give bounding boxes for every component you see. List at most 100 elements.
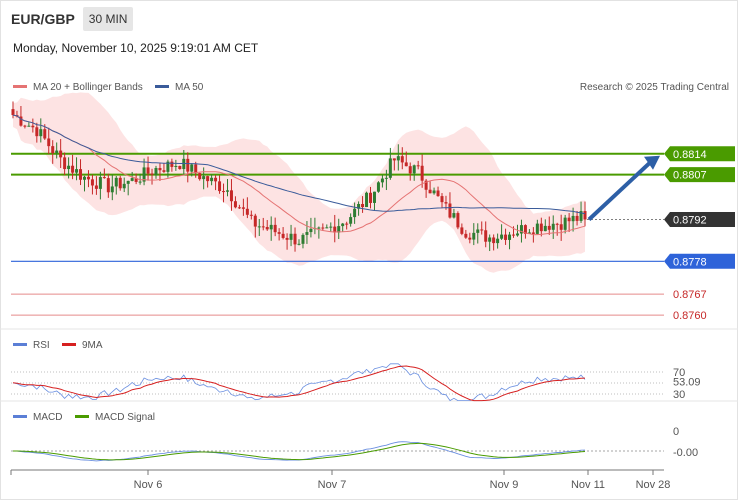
candle-body xyxy=(484,230,488,242)
candle-body xyxy=(448,203,452,218)
candle-body xyxy=(86,176,90,180)
candle-body xyxy=(206,176,210,182)
candle-body xyxy=(277,232,281,234)
candle-body xyxy=(31,125,35,128)
candle-body xyxy=(190,164,194,172)
x-tick-label: Nov 7 xyxy=(318,479,347,491)
candle-body xyxy=(229,190,233,202)
candle-body xyxy=(460,227,464,234)
candle-body xyxy=(289,233,293,240)
macd-legend-label: MACD xyxy=(33,412,62,423)
candle-body xyxy=(19,116,23,126)
candle-body xyxy=(233,201,237,208)
candle-body xyxy=(519,225,523,234)
x-tick-label: Nov 6 xyxy=(134,479,163,491)
candle-body xyxy=(515,233,519,236)
candle-body xyxy=(571,215,575,222)
candle-body xyxy=(146,167,150,174)
candle-body xyxy=(527,232,531,234)
candle-body xyxy=(166,161,170,172)
candle-body xyxy=(539,223,543,232)
candle-body xyxy=(293,233,297,245)
macd-axis-label: 0 xyxy=(673,426,679,438)
candle-body xyxy=(464,233,468,238)
candle-body xyxy=(456,213,460,228)
candle-body xyxy=(222,191,226,193)
candle-body xyxy=(508,234,512,240)
candle-body xyxy=(67,165,71,170)
candle-body xyxy=(249,214,253,216)
candle-body xyxy=(59,150,63,158)
candle-body xyxy=(551,223,555,230)
candle-body xyxy=(476,229,480,233)
candle-body xyxy=(369,192,373,203)
candle-body xyxy=(265,227,269,230)
candle-body xyxy=(170,161,174,167)
candle-body xyxy=(559,224,563,230)
timeframe-button[interactable]: 30 MIN xyxy=(82,7,134,31)
candle-body xyxy=(194,164,198,174)
candle-body xyxy=(400,156,404,163)
candle-body xyxy=(110,186,114,193)
candle-body xyxy=(90,179,94,186)
candle-body xyxy=(345,223,349,225)
price-tag-label: 0.8807 xyxy=(673,170,707,182)
candle-body xyxy=(440,196,444,203)
candle-body xyxy=(158,167,162,171)
candle-body xyxy=(11,109,15,116)
symbol-label: EUR/GBP xyxy=(11,11,75,27)
candle-body xyxy=(269,224,273,230)
candle-body xyxy=(420,165,424,181)
candle-body xyxy=(424,180,428,190)
ma50-line xyxy=(12,114,586,215)
candle-body xyxy=(480,229,484,231)
x-tick-label: Nov 28 xyxy=(636,479,671,491)
price-panel: 0.8814 0.8807 0.8792 0.8778 0.8767 0.8760 xyxy=(11,92,735,322)
ma20-legend-label: MA 20 + Bollinger Bands xyxy=(33,82,143,93)
candle-body xyxy=(353,208,357,218)
price-tag-label: 0.8778 xyxy=(673,256,707,268)
candle-body xyxy=(321,227,325,229)
candle-body xyxy=(126,180,130,184)
price-level-label: 0.8767 xyxy=(673,289,707,301)
candle-body xyxy=(63,157,67,170)
candle-body xyxy=(512,234,516,236)
price-tag-support xyxy=(664,253,735,269)
candle-body xyxy=(333,226,337,233)
price-tag-resistance xyxy=(664,167,735,183)
projection-arrow-head xyxy=(644,155,660,170)
candle-body xyxy=(361,203,365,208)
candle-body xyxy=(341,223,345,227)
candle-body xyxy=(349,217,353,224)
candle-body xyxy=(376,182,380,192)
candle-body xyxy=(372,191,376,203)
candle-body xyxy=(488,237,492,242)
candle-body xyxy=(210,177,214,182)
candle-body xyxy=(130,178,134,181)
candle-body xyxy=(309,228,313,233)
candle-body xyxy=(547,225,551,230)
candle-body xyxy=(154,167,158,175)
candle-body xyxy=(178,165,182,170)
candle-body xyxy=(142,167,146,182)
candle-body xyxy=(43,129,47,139)
price-tag-label: 0.8792 xyxy=(673,214,707,226)
ma50-legend-label: MA 50 xyxy=(175,82,204,93)
candle-body xyxy=(452,213,456,218)
candle-body xyxy=(27,125,31,127)
candle-body xyxy=(245,208,249,215)
candle-body xyxy=(325,227,329,229)
rsi-ma-legend-label: 9MA xyxy=(82,340,103,351)
candle-body xyxy=(79,169,83,180)
candle-body xyxy=(281,233,285,238)
candle-body xyxy=(237,207,241,209)
rsi-axis-label: 53.09 xyxy=(673,376,701,388)
candle-body xyxy=(567,217,571,222)
x-tick-label: Nov 11 xyxy=(571,479,605,491)
candle-body xyxy=(75,169,79,173)
research-credit: Research © 2025 Trading Central xyxy=(580,82,729,93)
candle-body xyxy=(504,234,508,240)
rsi-legend-label: RSI xyxy=(33,340,50,351)
candle-body xyxy=(468,237,472,240)
price-level-label: 0.8760 xyxy=(673,310,707,322)
